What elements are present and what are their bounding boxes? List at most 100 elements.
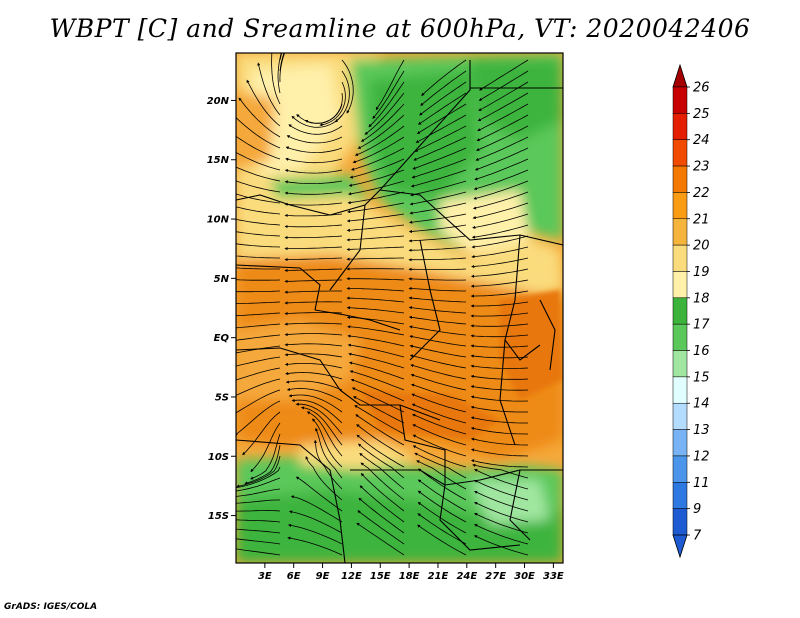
streamline bbox=[288, 124, 343, 135]
streamline bbox=[419, 81, 467, 116]
lat-tick-label: EQ bbox=[214, 333, 230, 344]
border-line bbox=[539, 299, 556, 371]
border-line bbox=[439, 484, 521, 551]
streamline bbox=[351, 387, 405, 413]
streamline bbox=[347, 325, 405, 336]
streamline bbox=[411, 393, 467, 413]
longitude-axis: 3E 6E 9E 12E 15E 18E 21E 24E 27E 30E 33E bbox=[258, 563, 564, 582]
streamline bbox=[372, 70, 405, 120]
streamline bbox=[346, 213, 405, 223]
streamline bbox=[284, 180, 343, 184]
streamline bbox=[473, 169, 529, 191]
streamline bbox=[284, 301, 343, 305]
streamline bbox=[287, 523, 343, 545]
streamline bbox=[236, 323, 281, 329]
streamline bbox=[414, 125, 467, 152]
streamline bbox=[472, 213, 529, 229]
streamline bbox=[470, 364, 529, 369]
border-line bbox=[509, 469, 531, 541]
streamline bbox=[416, 460, 467, 490]
streamline bbox=[236, 519, 281, 523]
streamline bbox=[470, 301, 529, 308]
streamline bbox=[473, 180, 529, 200]
border-line bbox=[409, 239, 441, 361]
field-region bbox=[250, 65, 340, 175]
lon-tick-label: 12E bbox=[341, 571, 362, 582]
streamline bbox=[360, 473, 405, 512]
streamline bbox=[236, 243, 281, 248]
streamline bbox=[257, 62, 281, 116]
lat-tick-label: 5S bbox=[215, 392, 229, 403]
field-region bbox=[440, 190, 530, 255]
colorbar-label: 26 bbox=[693, 81, 710, 96]
streamline bbox=[410, 373, 467, 391]
grads-credit: GrADS: IGES/COLA bbox=[4, 602, 98, 612]
border-line bbox=[399, 404, 446, 485]
streamline bbox=[412, 424, 467, 446]
streamline bbox=[470, 426, 528, 435]
streamline bbox=[409, 344, 467, 358]
field-region bbox=[236, 320, 360, 400]
streamline bbox=[295, 402, 343, 435]
streamline bbox=[420, 70, 467, 106]
streamline bbox=[346, 235, 405, 242]
streamline bbox=[236, 312, 281, 317]
streamline bbox=[474, 469, 529, 490]
streamline bbox=[470, 279, 529, 288]
country-borders bbox=[236, 60, 563, 563]
field-region bbox=[360, 390, 500, 440]
streamline bbox=[236, 367, 281, 381]
streamline bbox=[470, 290, 529, 298]
streamline bbox=[236, 345, 281, 354]
colorbar-label: 16 bbox=[693, 344, 710, 359]
streamline bbox=[409, 335, 467, 347]
streamline bbox=[412, 434, 467, 457]
streamline bbox=[284, 224, 343, 229]
streamline bbox=[279, 53, 286, 83]
streamline bbox=[412, 147, 467, 170]
streamline bbox=[346, 296, 405, 303]
border-line bbox=[236, 264, 321, 311]
streamline bbox=[347, 334, 405, 347]
streamline bbox=[470, 268, 529, 278]
streamline bbox=[236, 151, 281, 171]
streamline bbox=[236, 166, 281, 182]
streamline bbox=[284, 268, 343, 273]
streamline bbox=[475, 136, 529, 161]
streamline bbox=[236, 455, 281, 488]
streamline bbox=[356, 434, 405, 468]
colorbar-swatch bbox=[672, 271, 688, 299]
streamline bbox=[408, 286, 466, 292]
streamline bbox=[284, 343, 343, 347]
streamline bbox=[242, 411, 281, 456]
streamline bbox=[295, 476, 343, 512]
border-line bbox=[236, 189, 563, 246]
colorbar-label: 12 bbox=[693, 449, 710, 464]
streamline bbox=[415, 114, 467, 143]
streamline bbox=[250, 422, 281, 473]
streamline bbox=[408, 224, 467, 234]
streamline bbox=[471, 235, 529, 249]
streamline bbox=[409, 202, 467, 215]
colorbar-swatch bbox=[672, 297, 688, 325]
streamline bbox=[236, 356, 281, 367]
streamline bbox=[291, 114, 343, 128]
streamline bbox=[411, 403, 467, 424]
streamline bbox=[350, 147, 405, 171]
streamline bbox=[334, 70, 350, 123]
streamline bbox=[236, 206, 281, 215]
streamline bbox=[285, 146, 343, 154]
streamline bbox=[352, 136, 405, 164]
streamline bbox=[341, 59, 354, 114]
streamline bbox=[416, 103, 467, 134]
streamline bbox=[319, 81, 346, 127]
colorbar-label: 13 bbox=[693, 423, 710, 438]
streamline bbox=[284, 246, 343, 251]
streamline bbox=[346, 257, 404, 261]
colorbar-swatch bbox=[672, 139, 688, 167]
streamline bbox=[412, 413, 467, 435]
colorbar-swatch bbox=[672, 86, 688, 114]
streamline bbox=[474, 501, 529, 523]
streamline bbox=[236, 255, 280, 259]
streamline bbox=[360, 462, 405, 501]
